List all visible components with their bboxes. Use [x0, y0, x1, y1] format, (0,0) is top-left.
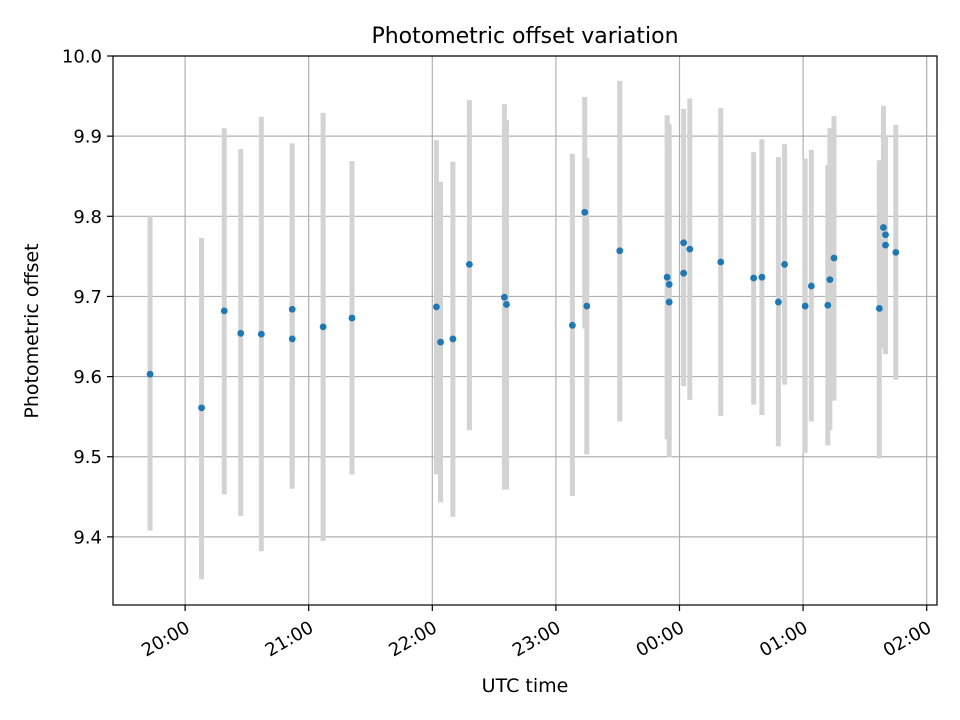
data-point: [665, 281, 673, 288]
data-point: [663, 273, 671, 281]
y-tick-label: 9.7: [73, 287, 102, 308]
data-point: [449, 335, 457, 343]
data-point: [501, 293, 508, 301]
y-tick-label: 9.5: [73, 447, 102, 468]
data-point: [875, 305, 883, 312]
y-axis-ticks: 9.4 9.5 9.6 9.7 9.8 9.9 10.0: [62, 47, 113, 548]
data-point: [807, 282, 815, 290]
chart-title: Photometric offset variation: [371, 24, 678, 49]
data-point: [465, 260, 473, 268]
data-point: [288, 335, 296, 343]
y-tick-label: 9.4: [73, 527, 102, 548]
data-point: [503, 301, 510, 308]
data-point: [433, 303, 440, 311]
plot-area: [113, 56, 937, 605]
data-point: [750, 274, 758, 282]
data-point: [781, 260, 788, 268]
data-point: [348, 314, 356, 322]
y-tick-label: 10.0: [62, 47, 102, 68]
data-point: [237, 329, 245, 337]
data-point: [680, 269, 688, 277]
data-point: [717, 258, 725, 266]
data-point: [826, 276, 834, 284]
data-point: [437, 338, 444, 346]
data-point: [257, 330, 265, 338]
x-axis-label: UTC time: [482, 675, 569, 697]
data-point: [686, 245, 694, 253]
data-point: [882, 241, 889, 249]
data-point: [568, 321, 576, 329]
data-point: [830, 254, 838, 262]
data-point: [583, 302, 591, 310]
data-point: [198, 404, 205, 412]
plot-frame: [112, 55, 938, 606]
data-point: [319, 323, 327, 331]
data-points: [146, 208, 900, 412]
data-point: [220, 307, 228, 315]
data-point: [665, 298, 673, 306]
data-point: [892, 248, 900, 256]
y-tick-label: 9.8: [73, 207, 102, 228]
data-point: [801, 302, 809, 310]
data-point: [774, 298, 782, 306]
data-point: [880, 224, 887, 231]
data-point: [882, 231, 889, 239]
data-point: [581, 208, 589, 216]
data-point: [758, 273, 766, 281]
y-axis-label: Photometric offset: [21, 243, 43, 418]
y-tick-label: 9.9: [73, 127, 102, 148]
data-point: [616, 247, 624, 255]
data-point: [146, 370, 154, 378]
y-tick-label: 9.6: [73, 367, 102, 388]
grid: [113, 55, 937, 605]
data-point: [680, 239, 688, 247]
data-point: [824, 301, 832, 309]
data-point: [288, 305, 296, 313]
